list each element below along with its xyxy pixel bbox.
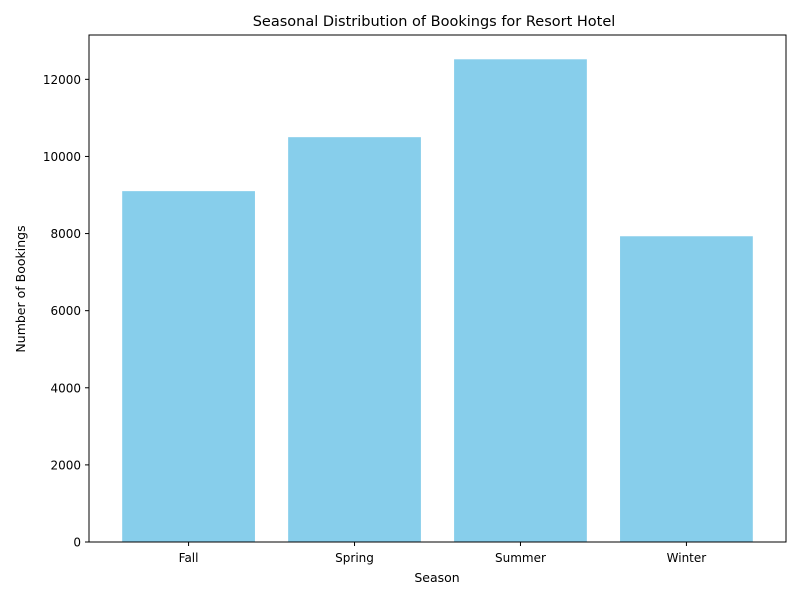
axes-layer: 0 2000 4000 6000 8000 10000 12000 Fall Spring Sum… — [43, 34, 787, 565]
bar-summer — [454, 59, 587, 542]
y-tick-label: 12000 — [43, 73, 81, 87]
y-tick-label: 10000 — [43, 150, 81, 164]
plot-frame — [88, 34, 787, 543]
bar-fall — [122, 191, 255, 542]
bars-layer — [122, 59, 753, 543]
x-tick-label-winter: Winter — [667, 551, 707, 565]
y-tick-label: 4000 — [50, 381, 81, 395]
chart-title: Seasonal Distribution of Bookings for Re… — [253, 14, 616, 30]
bar-winter — [620, 236, 753, 542]
x-axis-label: Season — [414, 570, 459, 585]
y-tick-label: 6000 — [50, 304, 81, 318]
x-tick-label-fall: Fall — [179, 551, 199, 565]
bar-spring — [288, 137, 421, 543]
y-tick-label: 8000 — [50, 227, 81, 241]
y-tick-label: 0 — [73, 536, 81, 550]
x-tick-label-summer: Summer — [495, 551, 546, 565]
x-tick-label-spring: Spring — [335, 551, 374, 565]
y-tick-label: 2000 — [50, 458, 81, 472]
y-axis-label: Number of Bookings — [13, 225, 28, 352]
